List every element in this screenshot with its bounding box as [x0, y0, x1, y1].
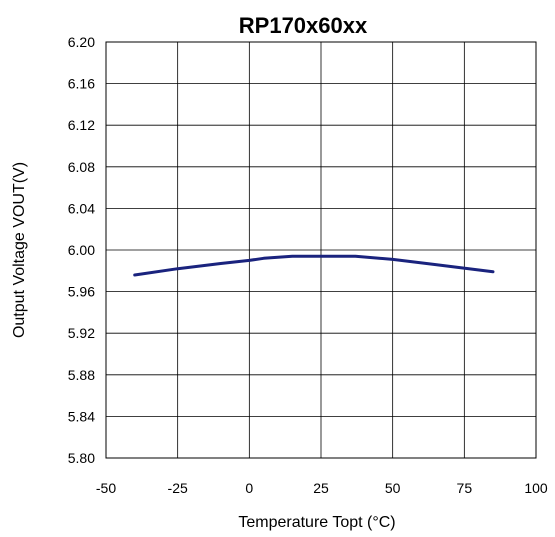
- x-tick-labels: -50 -25 0 25 50 75 100: [96, 480, 548, 496]
- x-tick-label: -50: [96, 480, 116, 496]
- chart-title: RP170x60xx: [239, 13, 368, 38]
- y-tick-label: 6.04: [68, 200, 95, 216]
- y-tick-label: 5.92: [68, 325, 95, 341]
- x-tick-label: 50: [385, 480, 401, 496]
- y-tick-labels: 6.20 6.16 6.12 6.08 6.04 6.00 5.96 5.92 5.88 5.84…: [68, 34, 95, 466]
- x-tick-label: -25: [168, 480, 188, 496]
- y-tick-label: 5.84: [68, 408, 95, 424]
- y-tick-label: 6.12: [68, 117, 95, 133]
- y-tick-label: 6.20: [68, 34, 95, 50]
- x-axis-label: Temperature Topt (°C): [238, 514, 395, 531]
- y-tick-label: 6.16: [68, 76, 95, 92]
- plot-frame: [105, 41, 537, 459]
- grid: [106, 42, 536, 458]
- y-tick-label: 5.88: [68, 367, 95, 383]
- series-layer: [133, 254, 495, 277]
- y-tick-label: 5.96: [68, 284, 95, 300]
- series-line: [133, 254, 495, 277]
- x-tick-label: 75: [457, 480, 473, 496]
- x-tick-label: 25: [313, 480, 329, 496]
- y-tick-label: 5.80: [68, 450, 95, 466]
- x-tick-label: 0: [245, 480, 253, 496]
- x-tick-label: 100: [524, 480, 548, 496]
- y-tick-label: 6.08: [68, 159, 95, 175]
- y-tick-label: 6.00: [68, 242, 95, 258]
- y-axis-label: Output Voltage VOUT(V): [11, 162, 28, 338]
